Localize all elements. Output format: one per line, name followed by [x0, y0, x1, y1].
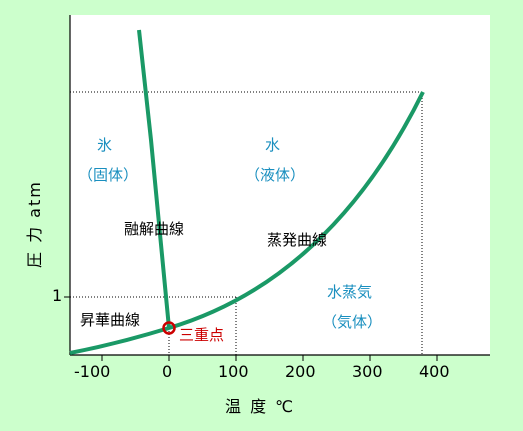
x-tick-label: 0 [162, 362, 173, 381]
y-axis-label: 圧 力 atm [25, 180, 44, 268]
melting-curve [137, 29, 171, 329]
liquid-region-state: （液体） [245, 166, 306, 184]
gas-region-name: 水蒸気 [327, 283, 373, 301]
triple-point-marker [162, 321, 176, 335]
x-tick-marks [101, 355, 438, 361]
x-axis-label: 温 度 ℃ [225, 397, 296, 416]
guide-lines [70, 91, 423, 355]
gas-region-state: （気体） [322, 313, 383, 331]
x-tick-label: 400 [419, 362, 450, 381]
liquid-region-name: 水 [265, 136, 281, 154]
x-tick-label: 200 [285, 362, 316, 381]
sublimation-curve [69, 326, 170, 355]
sublimation-curve-label: 昇華曲線 [80, 311, 141, 329]
vaporization-curve [168, 91, 425, 330]
melting-curve-label: 融解曲線 [124, 220, 185, 238]
x-tick-label: 100 [218, 362, 249, 381]
x-tick-label: -100 [74, 362, 111, 381]
solid-region-name: 氷 [97, 136, 113, 154]
y-tick-label: 1 [52, 286, 63, 305]
x-tick-label: 300 [352, 362, 383, 381]
plot-area [70, 15, 490, 355]
vaporization-curve-label: 蒸発曲線 [267, 231, 328, 249]
solid-region-state: （固体） [78, 166, 139, 184]
triple-point-label: 三重点 [179, 326, 225, 344]
